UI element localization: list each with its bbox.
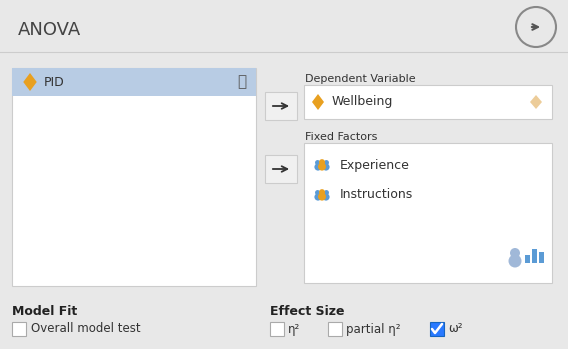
Text: ω²: ω² <box>448 322 462 335</box>
Text: Effect Size: Effect Size <box>270 305 345 318</box>
Bar <box>430 322 444 336</box>
Circle shape <box>315 193 321 201</box>
Polygon shape <box>312 94 324 110</box>
Circle shape <box>315 160 320 165</box>
Bar <box>12 68 256 96</box>
Text: Model Fit: Model Fit <box>12 305 77 318</box>
Circle shape <box>315 190 320 195</box>
Text: ⌕: ⌕ <box>237 74 247 89</box>
Bar <box>265 155 297 183</box>
Bar <box>525 255 530 263</box>
Bar <box>12 322 26 336</box>
Circle shape <box>324 160 329 165</box>
Text: Dependent Variable: Dependent Variable <box>305 74 416 84</box>
Bar <box>539 252 544 263</box>
Text: PID: PID <box>44 75 65 89</box>
Circle shape <box>324 190 329 195</box>
Circle shape <box>319 159 325 165</box>
Text: Instructions: Instructions <box>340 188 414 201</box>
Text: η²: η² <box>288 322 300 335</box>
Circle shape <box>323 163 329 171</box>
Text: ANOVA: ANOVA <box>18 21 81 39</box>
Bar <box>304 143 552 283</box>
Text: Overall model test: Overall model test <box>31 322 141 335</box>
Bar <box>265 92 297 120</box>
Text: Fixed Factors: Fixed Factors <box>305 132 377 142</box>
Bar <box>270 322 284 336</box>
Bar <box>12 68 256 286</box>
Circle shape <box>315 163 321 171</box>
Bar <box>328 322 342 336</box>
Bar <box>304 85 552 119</box>
Circle shape <box>508 254 521 267</box>
Polygon shape <box>530 95 542 109</box>
Circle shape <box>510 248 520 258</box>
Circle shape <box>323 193 329 201</box>
Circle shape <box>318 193 326 201</box>
Circle shape <box>318 163 326 171</box>
Polygon shape <box>23 73 37 91</box>
Text: Wellbeing: Wellbeing <box>332 96 394 109</box>
Circle shape <box>319 189 325 195</box>
Text: Experience: Experience <box>340 158 410 171</box>
Bar <box>532 249 537 263</box>
Text: partial η²: partial η² <box>346 322 400 335</box>
